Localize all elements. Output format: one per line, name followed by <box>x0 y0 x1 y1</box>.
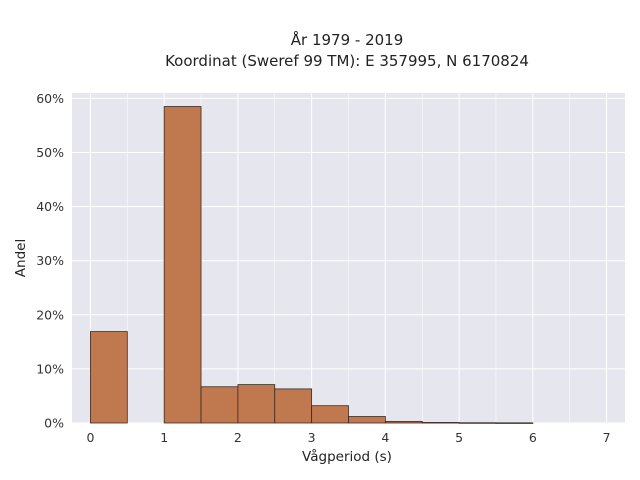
histogram-bar-2 <box>163 106 202 424</box>
chart-title-line-2: Koordinat (Sweref 99 TM): E 357995, N 61… <box>165 52 529 70</box>
histogram-bar-10 <box>458 422 497 424</box>
x-tick-label-0: 0 <box>86 430 94 445</box>
y-tick-label-2: 20% <box>36 307 64 322</box>
histogram-bars <box>90 106 534 424</box>
x-axis-label: Vågperiod (s) <box>302 448 392 465</box>
histogram-bar-6 <box>311 405 349 424</box>
y-tick-label-6: 60% <box>36 91 64 106</box>
x-tick-label-5: 5 <box>455 430 463 445</box>
histogram-bar-5 <box>274 388 313 424</box>
chart-title-line-1: År 1979 - 2019 <box>291 30 404 49</box>
x-tick-label-7: 7 <box>603 430 611 445</box>
histogram-bar-8 <box>384 420 423 424</box>
y-axis-label: Andel <box>13 239 29 277</box>
histogram-bar-4 <box>237 384 276 424</box>
y-tick-label-3: 30% <box>36 253 64 268</box>
x-tick-label-2: 2 <box>234 430 242 445</box>
x-tick-label-1: 1 <box>160 430 168 445</box>
y-tick-label-5: 50% <box>36 145 64 160</box>
histogram-bar-11 <box>495 422 534 424</box>
x-axis-ticks: 0 1 2 3 4 5 6 7 <box>86 430 610 445</box>
y-tick-label-1: 10% <box>36 361 64 376</box>
histogram-bar-0 <box>90 331 128 424</box>
y-axis-ticks: 0% 10% 20% 30% 40% 50% 60% <box>36 91 64 431</box>
histogram-bar-7 <box>348 416 386 424</box>
x-tick-label-6: 6 <box>529 430 537 445</box>
histogram-bar-3 <box>200 386 239 424</box>
histogram-bar-9 <box>421 422 460 424</box>
y-tick-label-0: 0% <box>44 416 64 431</box>
x-tick-label-4: 4 <box>381 430 389 445</box>
x-tick-label-3: 3 <box>308 430 316 445</box>
y-tick-label-4: 40% <box>36 199 64 214</box>
